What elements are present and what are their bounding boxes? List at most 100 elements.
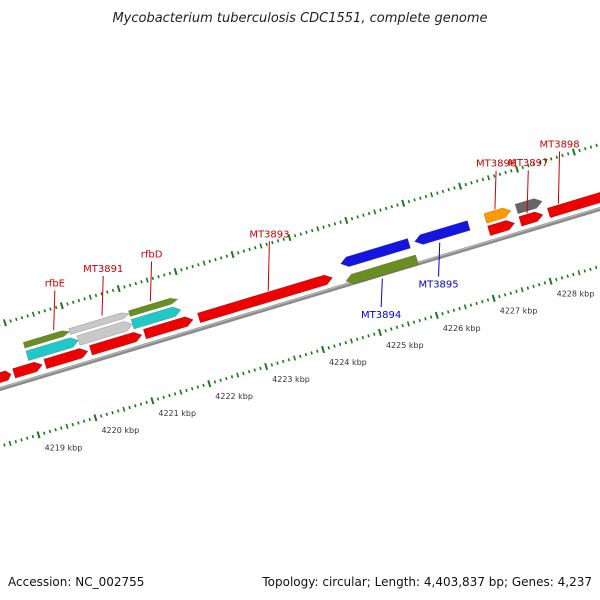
upper-tick-mark [9,319,12,323]
upper-tick-mark [77,298,81,303]
accession-text: Accession: NC_002755 [8,575,144,589]
gene-arrow-2[interactable] [12,361,43,379]
lower-tick-mark [259,366,262,370]
upper-tick-mark [543,158,547,164]
lower-tick-mark [196,385,200,389]
upper-tick-mark [464,182,467,187]
tick-label: 4227 kbp [500,307,538,316]
upper-tick-mark [225,254,229,258]
upper-tick-mark [555,155,559,159]
lower-tick-mark [401,323,404,328]
gene-arrow-12[interactable] [197,274,333,324]
gene-arrow-3[interactable] [43,348,89,370]
upper-tick-mark [26,314,29,318]
upper-tick-mark [66,302,69,306]
gene-arrow-19[interactable] [483,207,512,224]
gene-label-mt3894[interactable]: MT3894 [361,310,401,321]
upper-tick-mark [180,268,183,272]
upper-tick-mark [116,285,121,293]
gene-label-mt3891[interactable]: MT3891 [83,264,123,275]
lower-tick-mark [384,329,387,333]
lower-tick-mark [88,417,91,422]
lower-tick-mark [498,294,501,299]
lower-tick-mark [463,304,467,310]
lower-tick-mark [491,294,496,302]
gene-arrow-11[interactable] [128,297,179,317]
upper-tick-mark [453,186,456,190]
upper-tick-mark [447,187,450,192]
gene-label-rfbd[interactable]: rfbD [141,249,163,260]
lower-tick-mark [190,387,194,391]
upper-tick-mark [424,194,428,199]
upper-tick-mark [259,243,263,249]
upper-tick-mark [493,174,496,178]
tick-label: 4226 kbp [443,324,481,333]
lower-tick-mark [128,405,131,410]
gene-arrow-15[interactable] [345,254,419,285]
upper-tick-mark [140,280,143,284]
lower-tick-mark [179,389,183,395]
gene-label-mt3896[interactable]: MT3896 [476,159,516,170]
lower-tick-mark [526,286,530,290]
upper-tick-mark [305,230,308,234]
gene-label-mt3893[interactable]: MT3893 [249,229,289,240]
gene-arrow-4[interactable] [88,331,143,356]
lower-tick-mark [475,301,478,306]
upper-tick-mark [316,226,320,232]
upper-tick-mark [481,177,485,182]
gene-arrow-8[interactable] [130,306,182,330]
gene-arrow-1[interactable] [0,370,12,384]
gene-leader-line [380,278,383,308]
upper-tick-mark [15,317,18,322]
gene-arrow-10[interactable] [68,312,131,335]
gene-arrow-14[interactable] [414,220,471,245]
upper-tick-mark [31,311,35,317]
lower-tick-mark [54,428,57,432]
lower-tick-mark [93,414,98,422]
lower-tick-mark [349,338,353,344]
lower-tick-mark [509,291,512,295]
lower-tick-mark [577,270,581,276]
gene-arrow-17[interactable] [518,211,544,227]
gene-arrow-9[interactable] [22,330,71,349]
lower-tick-mark [583,269,586,273]
gene-arrow-5[interactable] [142,316,194,340]
gene-arrow-7[interactable] [76,321,134,346]
lower-tick-mark [321,345,326,354]
upper-tick-mark [299,232,302,236]
upper-tick-mark [242,249,246,253]
upper-tick-mark [430,192,434,198]
lower-tick-mark [162,395,165,399]
lower-tick-mark [441,312,444,316]
lower-tick-mark [355,337,359,341]
lower-tick-mark [589,267,592,271]
lower-tick-mark [333,344,336,348]
gene-arrow-20[interactable] [514,198,543,215]
tick-layer: 4219 kbp 4220 kbp 4221 kbp 4222 kbp 4223 kbp… [0,143,598,452]
gene-label-mt3898[interactable]: MT3898 [539,139,579,150]
upper-tick-mark [538,160,541,165]
lower-tick-mark [264,362,269,371]
gene-arrow-16[interactable] [487,220,516,236]
upper-tick-mark [254,246,257,250]
gene-arrow-6[interactable] [25,337,79,361]
gene-arrow-18[interactable] [546,190,600,219]
upper-tick-mark [157,275,160,279]
gene-leader-line [526,170,529,214]
upper-tick-mark [54,305,58,310]
gene-label-rfbe[interactable]: rfbE [45,279,65,290]
gene-label-mt3895[interactable]: MT3895 [418,280,458,291]
gene-label-mt3897[interactable]: MT3897 [508,158,548,169]
lower-tick-mark [316,349,319,353]
upper-tick-mark [37,310,41,315]
lower-tick-mark [43,431,46,435]
lower-tick-mark [377,328,382,337]
upper-tick-mark [362,213,365,217]
gene-arrow-13[interactable] [340,238,411,267]
upper-tick-mark [88,294,92,300]
lower-tick-mark [65,423,69,429]
lower-tick-mark [338,342,342,347]
upper-tick-mark [356,215,359,219]
lower-tick-mark [185,388,188,393]
upper-tick-mark [584,147,587,151]
